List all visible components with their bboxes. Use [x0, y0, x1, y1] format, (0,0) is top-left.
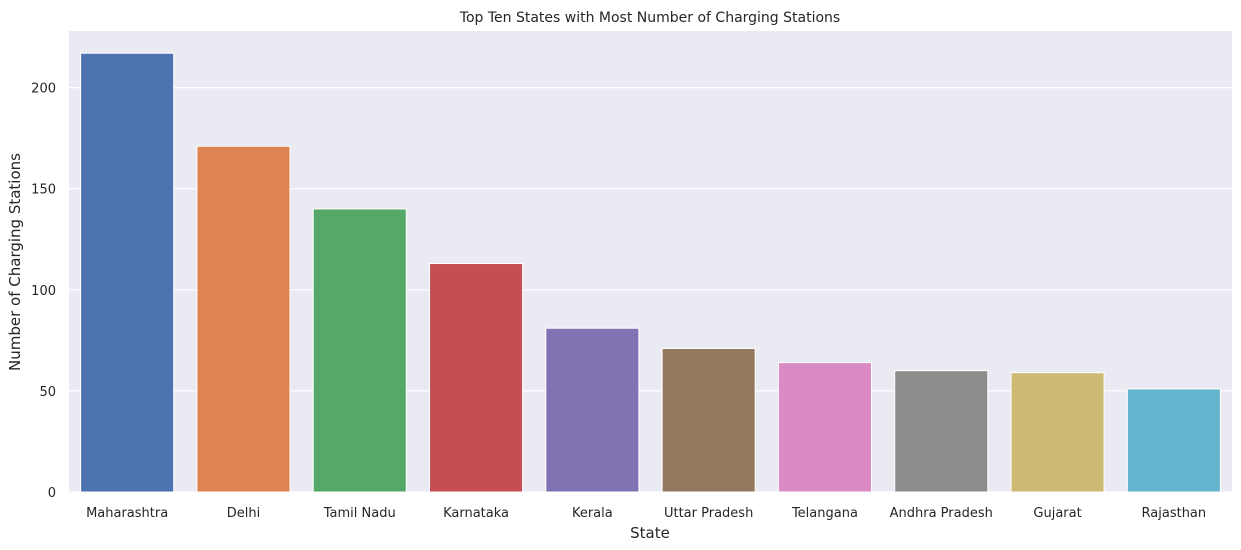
x-tick-label: Telangana: [791, 506, 858, 521]
bar-kerala: [545, 327, 640, 493]
x-tick-label: Tamil Nadu: [323, 506, 396, 521]
x-tick-label: Andhra Pradesh: [890, 506, 993, 521]
bar-delhi: [196, 145, 291, 493]
bar-maharashtra: [80, 52, 175, 493]
bars: [80, 52, 1221, 493]
x-tick-label: Karnataka: [443, 506, 509, 521]
bar-tamil-nadu: [312, 208, 407, 493]
bar-gujarat: [1010, 372, 1105, 493]
x-tick-label: Kerala: [572, 506, 613, 521]
x-tick-label: Rajasthan: [1142, 506, 1207, 521]
y-tick-label: 50: [39, 385, 56, 400]
bar-karnataka: [429, 263, 524, 493]
y-tick-label: 200: [31, 82, 56, 97]
x-tick-label: Gujarat: [1033, 506, 1081, 521]
x-tick-label: Delhi: [227, 506, 260, 521]
y-tick-label: 0: [48, 486, 56, 501]
x-tick-label: Maharashtra: [86, 506, 168, 521]
y-tick-label: 100: [31, 284, 56, 299]
bar-rajasthan: [1126, 388, 1221, 493]
chart-title: Top Ten States with Most Number of Charg…: [459, 10, 840, 26]
bar-telangana: [777, 362, 872, 493]
y-tick-label: 150: [31, 183, 56, 198]
y-axis-title: Number of Charging Stations: [6, 153, 24, 371]
x-tick-labels: Maharashtra Delhi Tamil Nadu Karnataka Keral…: [86, 506, 1206, 521]
x-axis-title: State: [630, 524, 670, 542]
x-tick-label: Uttar Pradesh: [664, 506, 753, 521]
bar-uttar-pradesh: [661, 347, 756, 493]
y-tick-labels: 0 50 100 150 200: [31, 82, 56, 501]
bar-andhra-pradesh: [894, 370, 989, 493]
